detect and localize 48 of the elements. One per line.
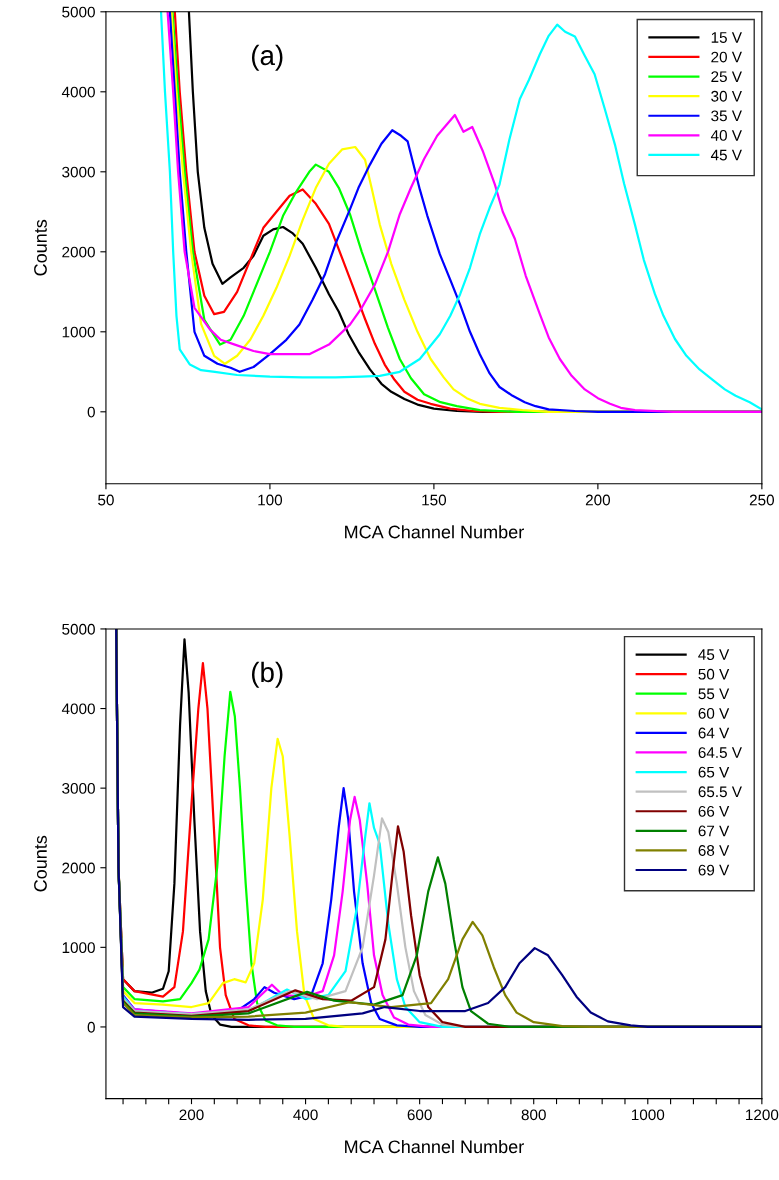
legend-label: 68 V bbox=[698, 845, 730, 856]
x-tick-label: 1000 bbox=[631, 1109, 665, 1121]
y-tick-label: 5000 bbox=[62, 6, 95, 18]
y-axis-title: Counts bbox=[34, 835, 47, 892]
legend-label: 25 V bbox=[711, 71, 742, 83]
y-tick-label: 3000 bbox=[62, 783, 95, 794]
x-tick-label: 200 bbox=[585, 494, 611, 506]
x-tick-label: 200 bbox=[179, 1109, 204, 1121]
legend-label: 67 V bbox=[698, 825, 730, 837]
legend-label: 66 V bbox=[698, 805, 730, 817]
y-tick-label: 0 bbox=[87, 406, 95, 418]
legend-label: 64 V bbox=[698, 727, 730, 739]
y-axis-title: Counts bbox=[34, 219, 47, 276]
y-tick-label: 4000 bbox=[61, 86, 95, 98]
legend-label: 65.5 V bbox=[698, 786, 742, 798]
y-tick-label: 1000 bbox=[62, 942, 95, 954]
annotation: (a) bbox=[251, 44, 283, 71]
x-axis-title: MCA Channel Number bbox=[345, 1139, 524, 1154]
y-tick-label: 2000 bbox=[62, 246, 95, 258]
x-tick-label: 150 bbox=[422, 494, 447, 506]
x-tick-label: 100 bbox=[258, 494, 283, 506]
legend-label: 20 V bbox=[711, 51, 742, 63]
x-tick-label: 1200 bbox=[746, 1109, 779, 1121]
legend-label: 60 V bbox=[698, 707, 730, 719]
legend-label: 69 V bbox=[698, 864, 730, 876]
legend-label: 40 V bbox=[710, 130, 742, 141]
y-tick-label: 2000 bbox=[62, 862, 95, 874]
legend-label: 65 V bbox=[698, 766, 730, 778]
x-tick-label: 400 bbox=[293, 1109, 318, 1121]
x-tick-label: 600 bbox=[407, 1109, 432, 1121]
legend-label: 50 V bbox=[698, 668, 730, 680]
annotation: (b) bbox=[251, 661, 283, 688]
legend-label: 55 V bbox=[698, 688, 730, 700]
legend-label: 15 V bbox=[711, 32, 742, 43]
y-tick-label: 0 bbox=[87, 1021, 95, 1033]
x-axis-title: MCA Channel Number bbox=[345, 525, 524, 539]
x-tick-label: 250 bbox=[749, 494, 775, 506]
legend-label: 30 V bbox=[711, 90, 742, 102]
x-tick-label: 50 bbox=[98, 494, 114, 506]
y-tick-label: 5000 bbox=[62, 623, 95, 635]
legend-label: 45 V bbox=[710, 149, 742, 161]
legend-label: 64.5 V bbox=[698, 747, 742, 758]
legend-label: 45 V bbox=[698, 649, 730, 661]
y-tick-label: 4000 bbox=[61, 703, 95, 715]
legend-label: 35 V bbox=[711, 110, 742, 122]
x-tick-label: 800 bbox=[521, 1109, 546, 1121]
y-tick-label: 3000 bbox=[62, 166, 95, 178]
y-tick-label: 1000 bbox=[62, 326, 95, 338]
